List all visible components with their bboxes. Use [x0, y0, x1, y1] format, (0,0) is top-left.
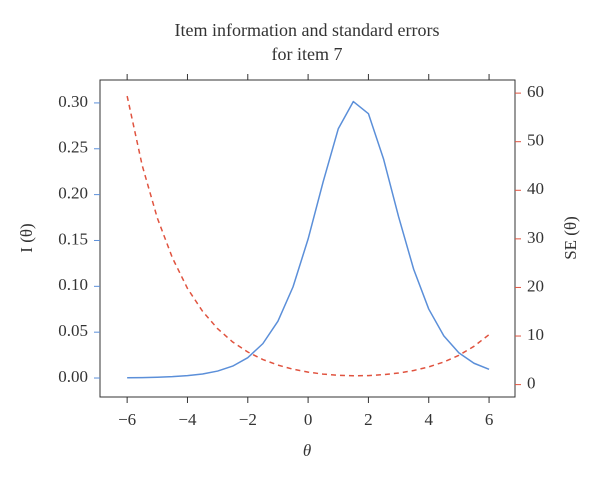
y2-tick-label: 10 [527, 325, 544, 344]
y2-axis-label: SE (θ) [561, 216, 580, 260]
x-tick-label: 4 [424, 410, 433, 429]
y-axis-label: I (θ) [17, 223, 36, 252]
y-tick-label: 0.20 [58, 184, 88, 203]
y-tick-label: 0.25 [58, 138, 88, 157]
y2-tick-label: 20 [527, 276, 544, 295]
series-line [127, 100, 490, 379]
y-tick-label: 0.10 [58, 275, 88, 294]
x-tick-label: −4 [178, 410, 197, 429]
x-axis-label: θ [303, 441, 311, 460]
y2-tick-label: 60 [527, 82, 544, 101]
chart-title: Item information and standard errors [175, 20, 440, 40]
y-tick-label: 0.30 [58, 92, 88, 111]
y2-tick-label: 40 [527, 179, 544, 198]
x-tick-label: 2 [364, 410, 373, 429]
series-line [126, 95, 490, 377]
x-tick-label: −2 [239, 410, 257, 429]
y2-tick-label: 50 [527, 131, 544, 150]
y-tick-label: 0.05 [58, 321, 88, 340]
y-tick-label: 0.15 [58, 229, 88, 248]
chart-title: for item 7 [272, 44, 343, 64]
y-tick-label: 0.00 [58, 367, 88, 386]
x-tick-label: −6 [118, 410, 136, 429]
y2-tick-label: 30 [527, 228, 544, 247]
x-tick-label: 6 [485, 410, 494, 429]
y2-tick-label: 0 [527, 374, 536, 393]
x-tick-label: 0 [304, 410, 313, 429]
